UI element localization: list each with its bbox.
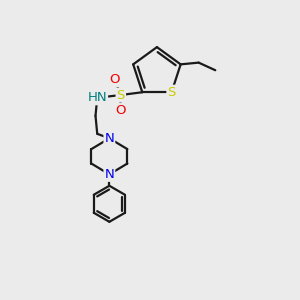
Text: O: O [109, 73, 120, 86]
Text: O: O [115, 104, 125, 117]
Text: S: S [117, 88, 125, 101]
Text: N: N [104, 168, 114, 181]
Text: S: S [167, 86, 176, 99]
Text: HN: HN [87, 91, 107, 104]
Text: N: N [104, 132, 114, 145]
